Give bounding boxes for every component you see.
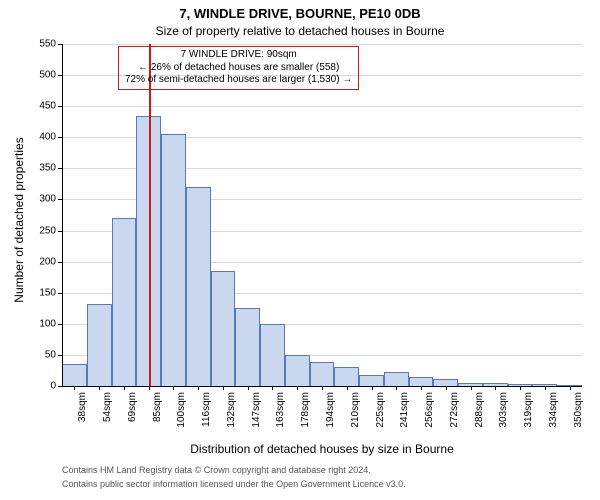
histogram-bar	[186, 187, 211, 386]
histogram-bar	[409, 377, 434, 386]
y-tick-label: 450	[39, 101, 56, 112]
page-subtitle: Size of property relative to detached ho…	[0, 24, 600, 38]
x-tick-label: 163sqm	[275, 392, 286, 428]
y-tick-label: 500	[39, 70, 56, 81]
y-tick-label: 100	[39, 318, 56, 329]
x-tick-label: 210sqm	[350, 392, 361, 428]
histogram-bar	[359, 375, 384, 386]
footer-line-2: Contains public sector information licen…	[62, 479, 582, 489]
x-tick-label: 272sqm	[449, 392, 460, 428]
y-tick-label: 400	[39, 132, 56, 143]
histogram-bar	[310, 362, 335, 386]
x-tick-label: 178sqm	[300, 392, 311, 428]
y-tick-label: 550	[39, 39, 56, 50]
x-tick-label: 38sqm	[77, 392, 88, 422]
x-tick-label: 225sqm	[375, 392, 386, 428]
x-axis-line	[62, 386, 582, 387]
y-axis-label: Number of detached properties	[12, 70, 26, 370]
histogram-bar	[161, 134, 186, 386]
x-tick-label: 194sqm	[325, 392, 336, 428]
x-tick-label: 334sqm	[548, 392, 559, 428]
x-tick-label: 147sqm	[251, 392, 262, 428]
x-tick-label: 132sqm	[226, 392, 237, 428]
page-title: 7, WINDLE DRIVE, BOURNE, PE10 0DB	[0, 6, 600, 21]
annotation-line2: ← 26% of detached houses are smaller (55…	[125, 62, 352, 75]
annotation-box: 7 WINDLE DRIVE: 90sqm ← 26% of detached …	[118, 46, 359, 90]
plot-area: 05010015020025030035040045050055038sqm54…	[62, 44, 582, 386]
y-tick-label: 350	[39, 163, 56, 174]
x-tick-label: 85sqm	[152, 392, 163, 422]
footer-line-1: Contains HM Land Registry data © Crown c…	[62, 465, 582, 475]
histogram-bar	[260, 324, 285, 386]
histogram-bar	[433, 379, 458, 386]
histogram-bar	[285, 355, 310, 386]
x-tick-label: 69sqm	[127, 392, 138, 422]
y-tick-label: 150	[39, 287, 56, 298]
x-tick-label: 288sqm	[474, 392, 485, 428]
histogram-bar	[112, 218, 137, 386]
annotation-line1: 7 WINDLE DRIVE: 90sqm	[125, 49, 352, 62]
y-tick-label: 300	[39, 194, 56, 205]
y-tick-label: 250	[39, 225, 56, 236]
grid-line	[62, 106, 582, 107]
x-tick-label: 241sqm	[399, 392, 410, 428]
reference-vline	[149, 44, 151, 386]
y-tick-label: 50	[45, 349, 56, 360]
histogram-bar	[384, 372, 409, 386]
x-tick-label: 303sqm	[498, 392, 509, 428]
x-tick-label: 100sqm	[176, 392, 187, 428]
histogram-bar	[334, 367, 359, 386]
histogram-bar	[62, 364, 87, 386]
x-axis-label: Distribution of detached houses by size …	[62, 442, 582, 456]
grid-line	[62, 44, 582, 45]
x-tick-label: 54sqm	[102, 392, 113, 422]
x-tick-label: 116sqm	[201, 392, 212, 427]
x-tick-label: 319sqm	[523, 392, 534, 428]
chart-container: 7, WINDLE DRIVE, BOURNE, PE10 0DB Size o…	[0, 0, 600, 500]
y-axis-line	[62, 44, 63, 386]
y-tick-label: 200	[39, 256, 56, 267]
histogram-bar	[235, 308, 260, 386]
histogram-bar	[87, 304, 112, 386]
histogram-bar	[211, 271, 236, 386]
x-tick-label: 256sqm	[424, 392, 435, 428]
y-tick-label: 0	[50, 381, 56, 392]
x-tick-label: 350sqm	[573, 392, 584, 428]
annotation-line3: 72% of semi-detached houses are larger (…	[125, 74, 352, 87]
